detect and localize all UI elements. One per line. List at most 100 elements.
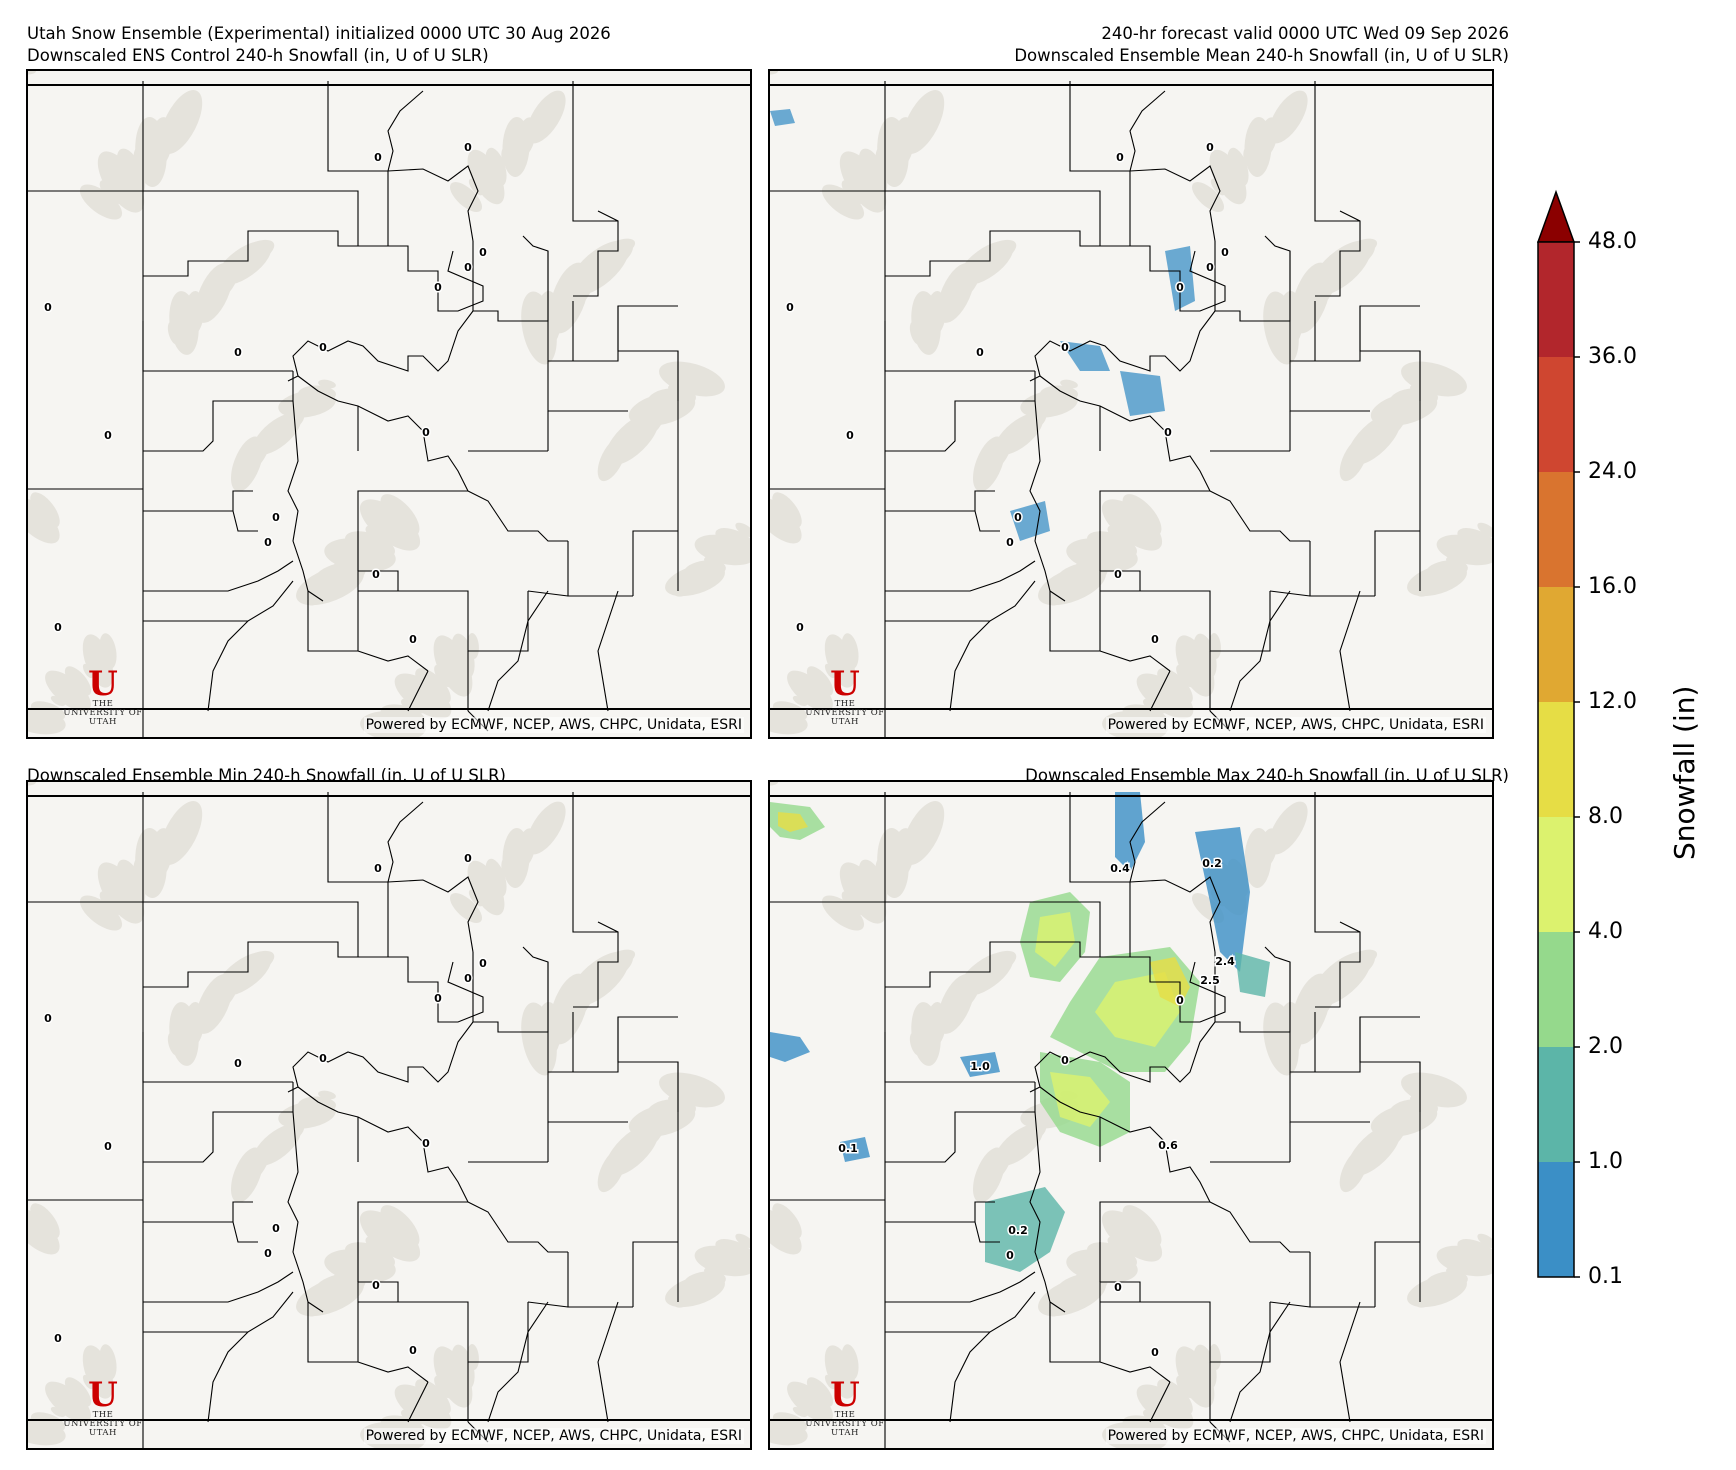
contour-label-halo: 0 xyxy=(104,429,112,442)
contour-label: 0 xyxy=(44,1012,52,1025)
contour-label-halo: 0 xyxy=(1151,1346,1159,1359)
contour-label-halo: 0 xyxy=(434,281,442,294)
contour-label-halo: 0.6 xyxy=(1158,1139,1178,1152)
contour-label-halo: 0 xyxy=(409,1344,417,1357)
contour-label: 0 xyxy=(846,429,854,442)
credit-text: Powered by ECMWF, NCEP, AWS, CHPC, Unida… xyxy=(363,717,744,733)
snowfall-area xyxy=(960,1052,1000,1077)
contour-label: 0 xyxy=(1014,511,1022,524)
contour-label: 0 xyxy=(422,1137,430,1150)
contour-label-halo: 0 xyxy=(319,341,327,354)
contour-label-halo: 0.1 xyxy=(838,1142,858,1155)
contour-label: 0 xyxy=(374,862,382,875)
snowfall-area xyxy=(1050,1072,1110,1127)
contour-label-halo: 0 xyxy=(1116,151,1124,164)
contour-label-halo: 0.2 xyxy=(1008,1224,1028,1237)
contour-label-halo: 0 xyxy=(54,1332,62,1345)
contour-label-halo: 0 xyxy=(272,511,280,524)
header-valid-text: 240-hr forecast valid 0000 UTC Wed 09 Se… xyxy=(1101,24,1509,43)
contour-label: 0.2 xyxy=(1008,1224,1028,1237)
header-init-text: Utah Snow Ensemble (Experimental) initia… xyxy=(27,24,611,43)
contour-label-halo: 0 xyxy=(1006,1249,1014,1262)
credit-text: Powered by ECMWF, NCEP, AWS, CHPC, Unida… xyxy=(363,1428,744,1444)
snowfall-area xyxy=(1235,952,1270,997)
contour-label: 0 xyxy=(1164,426,1172,439)
contour-label: 0 xyxy=(54,1332,62,1345)
colorbar-segment xyxy=(1538,242,1574,357)
colorbar-frame xyxy=(1537,241,1575,1278)
contour-label-halo: 0 xyxy=(104,1140,112,1153)
contour-label: 0 xyxy=(1114,568,1122,581)
contour-label-halo: 0 xyxy=(409,633,417,646)
boundary-lines xyxy=(28,792,679,1448)
contour-label: 0 xyxy=(234,346,242,359)
contour-label: 0 xyxy=(409,1344,417,1357)
colorbar-tick-label: 48.0 xyxy=(1588,229,1637,254)
colorbar-tick-label: 36.0 xyxy=(1588,344,1637,369)
colorbar-scale xyxy=(1536,189,1580,1278)
contour-label: 0 xyxy=(272,511,280,524)
contour-label-halo: 2.5 xyxy=(1200,974,1220,987)
contour-label: 0 xyxy=(796,621,804,634)
contour-label-halo: 0.4 xyxy=(1110,862,1130,875)
contour-label-halo: 1.0 xyxy=(970,1060,990,1073)
snowfall-area xyxy=(985,1187,1065,1272)
contour-label-halo: 0 xyxy=(464,972,472,985)
contour-label-halo: 0 xyxy=(434,992,442,1005)
snowfall-area xyxy=(770,1032,810,1062)
contour-label: 0.4 xyxy=(1110,862,1130,875)
colorbar-tick-label: 16.0 xyxy=(1588,574,1637,599)
terrain-relief xyxy=(28,782,750,1448)
contour-label: 0 xyxy=(1221,246,1229,259)
contour-label: 0 xyxy=(464,852,472,865)
contour-label-halo: 0.2 xyxy=(1202,857,1222,870)
university-logo: U THE UNIVERSITY OF UTAH xyxy=(805,1375,885,1438)
snowfall-area xyxy=(840,1137,870,1162)
contour-label-halo: 0 xyxy=(1164,426,1172,439)
colorbar-tick-label: 2.0 xyxy=(1588,1034,1623,1059)
snowfall-area xyxy=(770,109,795,126)
contour-label-halo: 0 xyxy=(846,429,854,442)
contour-label: 0 xyxy=(786,301,794,314)
contour-label: 2.5 xyxy=(1200,974,1220,987)
contour-label: 0 xyxy=(272,1222,280,1235)
contour-label: 0 xyxy=(1206,141,1214,154)
contour-label: 0 xyxy=(319,341,327,354)
contour-label: 0 xyxy=(422,426,430,439)
terrain-relief xyxy=(770,71,1492,737)
contour-label-halo: 0 xyxy=(234,346,242,359)
contour-label: 0 xyxy=(1114,1281,1122,1294)
contour-label-halo: 0 xyxy=(1206,261,1214,274)
contour-label-halo: 0 xyxy=(1114,568,1122,581)
contour-label-halo: 0 xyxy=(319,1052,327,1065)
contour-label: 0.6 xyxy=(1158,1139,1178,1152)
contour-label-halo: 0 xyxy=(479,246,487,259)
contour-label: 0 xyxy=(1206,261,1214,274)
contour-label-halo: 0 xyxy=(1176,281,1184,294)
contour-label: 0 xyxy=(434,992,442,1005)
snowfall-area xyxy=(1120,371,1165,416)
contour-label: 0 xyxy=(372,1279,380,1292)
contour-label-halo: 0 xyxy=(422,1137,430,1150)
contour-label: 0 xyxy=(1116,151,1124,164)
contour-label-halo: 0 xyxy=(796,621,804,634)
contour-label-halo: 0 xyxy=(976,346,984,359)
boundary-lines xyxy=(770,792,1421,1448)
contour-label-halo: 0 xyxy=(1061,1054,1069,1067)
contour-label: 0 xyxy=(479,246,487,259)
contour-label: 0 xyxy=(372,568,380,581)
colorbar-tick-label: 4.0 xyxy=(1588,919,1623,944)
colorbar-segment xyxy=(1538,932,1574,1047)
contour-label: 0 xyxy=(434,281,442,294)
colorbar-segment xyxy=(1538,587,1574,702)
colorbar-tick-label: 12.0 xyxy=(1588,689,1637,714)
contour-label-halo: 0 xyxy=(464,852,472,865)
contour-label-halo: 0 xyxy=(372,1279,380,1292)
colorbar-segment xyxy=(1538,357,1574,472)
colorbar-segment xyxy=(1538,1047,1574,1162)
contour-label: 0 xyxy=(234,1057,242,1070)
contour-label: 0.1 xyxy=(838,1142,858,1155)
credit-text: Powered by ECMWF, NCEP, AWS, CHPC, Unida… xyxy=(1105,1428,1486,1444)
